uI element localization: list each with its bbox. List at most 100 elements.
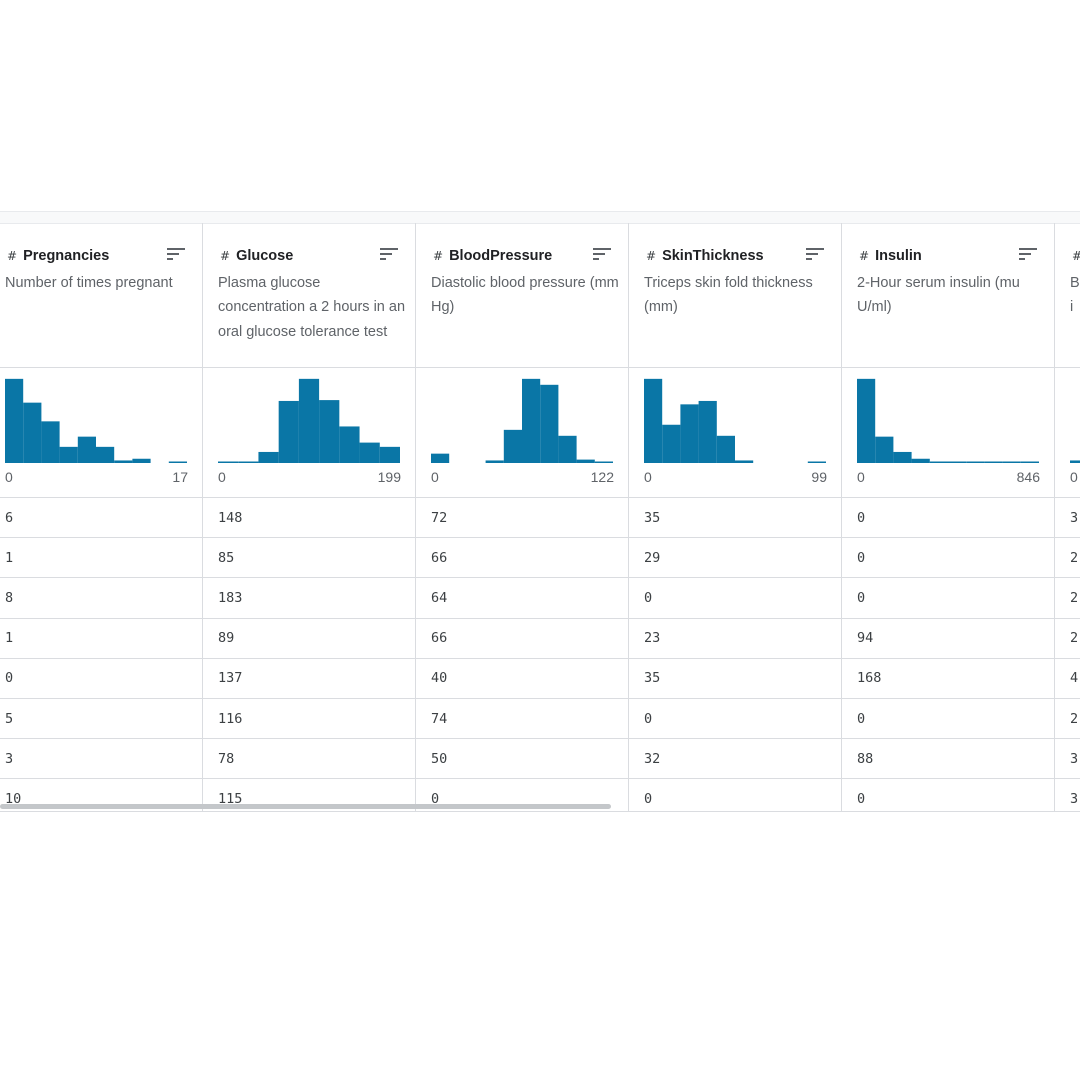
histogram-bar[interactable] — [857, 378, 876, 463]
table-cell[interactable]: 32 — [629, 739, 841, 780]
sort-icon[interactable] — [167, 248, 185, 262]
table-cell[interactable]: 168 — [842, 659, 1054, 699]
table-cell[interactable]: 8 — [0, 578, 202, 619]
table-cell[interactable]: 72 — [416, 498, 628, 539]
table-cell[interactable]: 0 — [629, 699, 841, 740]
table-cell[interactable]: 0 — [842, 498, 1054, 539]
table-cell[interactable]: 10 — [0, 779, 202, 811]
histogram-bar[interactable] — [59, 446, 78, 463]
table-cell[interactable]: 64 — [416, 578, 628, 619]
histogram-bar[interactable] — [680, 404, 699, 463]
table-cell[interactable]: 2 — [1055, 619, 1080, 659]
histogram-bar[interactable] — [558, 435, 577, 463]
column-header[interactable]: # BloodPressure Diastolic blood pressure… — [416, 223, 628, 368]
column-header[interactable]: # Insulin 2-Hour serum insulin (mu U/ml) — [842, 223, 1054, 368]
histogram-bar[interactable] — [132, 458, 151, 463]
table-cell[interactable]: 35 — [629, 659, 841, 699]
table-cell[interactable]: 2 — [1055, 699, 1080, 740]
histogram-bar[interactable] — [522, 378, 541, 463]
histogram-bar[interactable] — [218, 461, 239, 464]
column-header[interactable]: # Pregnancies Number of times pregnant — [0, 223, 202, 368]
table-cell[interactable]: 2 — [1055, 578, 1080, 619]
histogram-bar[interactable] — [644, 378, 663, 463]
histogram-bar[interactable] — [278, 400, 299, 463]
column-header[interactable]: # B i — [1055, 223, 1080, 368]
table-cell[interactable]: 137 — [203, 659, 415, 699]
table-cell[interactable]: 0 — [842, 538, 1054, 579]
histogram-bar[interactable] — [485, 460, 504, 463]
table-cell[interactable]: 88 — [842, 739, 1054, 780]
histogram-bar[interactable] — [875, 436, 894, 463]
histogram-bar[interactable] — [662, 424, 681, 463]
histogram-bar[interactable] — [41, 421, 60, 463]
histogram-bar[interactable] — [984, 461, 1003, 464]
table-cell[interactable]: 50 — [416, 739, 628, 780]
histogram-bar[interactable] — [431, 453, 450, 463]
table-cell[interactable]: 148 — [203, 498, 415, 539]
histogram-bar[interactable] — [1070, 460, 1080, 463]
histogram-bar[interactable] — [807, 461, 826, 464]
histogram-bar[interactable] — [540, 384, 559, 463]
table-cell[interactable]: 3 — [0, 739, 202, 780]
table-cell[interactable]: 0 — [629, 779, 841, 811]
table-cell[interactable]: 3 — [1055, 498, 1080, 539]
table-cell[interactable]: 1 — [0, 538, 202, 579]
histogram-bar[interactable] — [594, 461, 613, 464]
table-cell[interactable]: 35 — [629, 498, 841, 539]
histogram-bar[interactable] — [339, 426, 360, 463]
table-cell[interactable]: 85 — [203, 538, 415, 579]
histogram-bar[interactable] — [114, 460, 133, 463]
histogram-bar[interactable] — [893, 451, 912, 463]
table-cell[interactable]: 0 — [629, 578, 841, 619]
histogram-bar[interactable] — [96, 446, 115, 463]
sort-icon[interactable] — [806, 248, 824, 262]
histogram-bar[interactable] — [298, 378, 320, 463]
table-cell[interactable]: 116 — [203, 699, 415, 740]
table-cell[interactable]: 4 — [1055, 659, 1080, 699]
column-header[interactable]: # SkinThickness Triceps skin fold thickn… — [629, 223, 841, 368]
table-cell[interactable]: 78 — [203, 739, 415, 780]
table-cell[interactable]: 89 — [203, 619, 415, 659]
table-cell[interactable]: 0 — [416, 779, 628, 811]
table-cell[interactable]: 0 — [842, 779, 1054, 811]
table-cell[interactable]: 3 — [1055, 779, 1080, 811]
histogram-bar[interactable] — [576, 459, 595, 463]
table-cell[interactable]: 40 — [416, 659, 628, 699]
histogram-bar[interactable] — [929, 461, 948, 464]
histogram-bar[interactable] — [966, 461, 985, 464]
sort-icon[interactable] — [593, 248, 611, 262]
column-header[interactable]: # Glucose Plasma glucose concentration a… — [203, 223, 415, 368]
table-cell[interactable]: 23 — [629, 619, 841, 659]
sort-icon[interactable] — [380, 248, 398, 262]
table-cell[interactable]: 74 — [416, 699, 628, 740]
histogram-bar[interactable] — [238, 461, 259, 464]
histogram-bar[interactable] — [911, 458, 930, 463]
table-cell[interactable]: 66 — [416, 538, 628, 579]
histogram-bar[interactable] — [948, 461, 967, 464]
histogram-bar[interactable] — [5, 378, 24, 463]
histogram-bar[interactable] — [698, 400, 717, 463]
table-cell[interactable]: 0 — [0, 659, 202, 699]
table-cell[interactable]: 94 — [842, 619, 1054, 659]
sort-icon[interactable] — [1019, 248, 1037, 262]
table-cell[interactable]: 2 — [1055, 538, 1080, 579]
horizontal-scrollbar[interactable] — [0, 804, 611, 809]
table-cell[interactable]: 3 — [1055, 739, 1080, 780]
histogram-bar[interactable] — [1002, 461, 1021, 464]
table-cell[interactable]: 115 — [203, 779, 415, 811]
histogram-bar[interactable] — [319, 400, 340, 463]
table-cell[interactable]: 183 — [203, 578, 415, 619]
table-cell[interactable]: 29 — [629, 538, 841, 579]
histogram-bar[interactable] — [359, 442, 380, 463]
histogram-bar[interactable] — [503, 429, 522, 463]
table-cell[interactable]: 6 — [0, 498, 202, 539]
table-cell[interactable]: 1 — [0, 619, 202, 659]
histogram-bar[interactable] — [168, 461, 187, 464]
histogram-bar[interactable] — [1020, 461, 1039, 464]
histogram-bar[interactable] — [735, 460, 754, 463]
table-cell[interactable]: 5 — [0, 699, 202, 740]
table-cell[interactable]: 0 — [842, 578, 1054, 619]
histogram-bar[interactable] — [258, 451, 279, 463]
table-cell[interactable]: 66 — [416, 619, 628, 659]
histogram-bar[interactable] — [716, 435, 735, 463]
